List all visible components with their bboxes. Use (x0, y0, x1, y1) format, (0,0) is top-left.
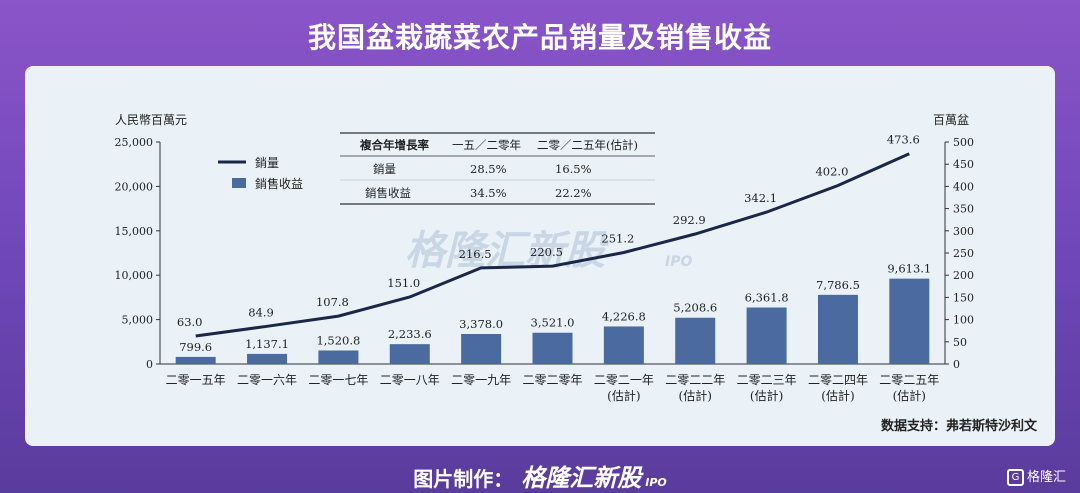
y-right-tick-label: 450 (953, 158, 974, 171)
bar-data-label: 3,378.0 (459, 317, 503, 331)
y-right-tick-label: 100 (953, 314, 974, 327)
cagr-header-period1: 一五／二零年 (452, 138, 521, 152)
cagr-header-period2: 二零／二五年(估計) (537, 138, 638, 152)
page-title: 我国盆栽蔬菜农产品销量及销售收益 (0, 16, 1080, 56)
bar-data-label: 4,226.8 (602, 309, 646, 323)
x-tick-label: 二零一六年 (237, 373, 297, 387)
x-tick-label: 二零二五年 (879, 373, 939, 387)
line-data-label: 84.9 (248, 305, 274, 319)
bar-data-label: 9,613.1 (887, 262, 931, 276)
legend: 銷量 銷售收益 (218, 155, 303, 191)
y-right-tick-label: 250 (953, 247, 974, 260)
y-right-tick-label: 300 (953, 225, 974, 238)
cagr-header-metric: 複合年增長率 (359, 138, 429, 152)
x-tick-label: 二零二一年 (594, 373, 654, 387)
line-data-label: 220.5 (530, 245, 563, 259)
legend-line-label: 銷量 (255, 155, 279, 170)
x-tick-note: (估計) (821, 388, 854, 403)
y-left-tick-label: 15,000 (115, 225, 154, 238)
footer-ipo: IPO (645, 476, 667, 489)
cagr-row-revenue-p2: 22.2% (555, 186, 592, 200)
y-right-tick-label: 400 (953, 180, 974, 193)
bar-sales-revenue (675, 318, 715, 364)
x-tick-note: (估計) (679, 388, 712, 403)
legend-bar-swatch (232, 178, 246, 188)
cagr-row-revenue-p1: 34.5% (470, 186, 507, 200)
y-right-tick-label: 50 (953, 336, 967, 349)
line-data-label: 292.9 (673, 213, 706, 227)
footer: 图片制作： 格隆汇新股 IPO (0, 458, 1080, 493)
x-tick-note: (估計) (750, 388, 783, 403)
cagr-row-volume-label: 銷量 (373, 162, 396, 176)
watermark-ipo: IPO (665, 254, 692, 270)
y-right-tick-label: 200 (953, 269, 974, 282)
x-tick-label: 二零一七年 (308, 373, 368, 387)
bar-sales-revenue (461, 334, 501, 364)
legend-bar-label: 銷售收益 (255, 176, 303, 191)
bar-data-label: 7,786.5 (816, 278, 860, 292)
data-source: 数据支持：弗若斯特沙利文 (881, 415, 1037, 434)
line-data-label: 473.6 (887, 133, 920, 147)
bar-data-label: 5,208.6 (673, 301, 717, 315)
line-data-label: 251.2 (601, 231, 634, 245)
chart-card: 格隆汇新股 IPO 人民幣百萬元 百萬盆 0 5,000 10,000 15,000 2… (25, 66, 1055, 446)
y-left-tick-label: 10,000 (115, 269, 154, 282)
bar-sales-revenue (747, 308, 787, 364)
cagr-table: 複合年增長率 一五／二零年 二零／二五年(估計) 銷量 28.5% 16.5% … (340, 133, 655, 204)
y-left-axis-title: 人民幣百萬元 (115, 113, 187, 127)
combo-chart: 格隆汇新股 IPO 人民幣百萬元 百萬盆 05,00010,00015,0002… (25, 66, 1055, 446)
x-tick-label: 二零二零年 (522, 373, 582, 387)
bar-data-label: 3,521.0 (531, 316, 575, 330)
x-tick-label: 二零二四年 (808, 373, 868, 387)
x-tick-label: 二零二三年 (737, 373, 797, 387)
y-right-tick-label: 0 (953, 358, 960, 371)
x-tick-note: (估計) (893, 388, 926, 403)
corner-logo: G 格隆汇 (1007, 466, 1066, 486)
x-tick-label: 二零二二年 (665, 373, 725, 387)
x-tick-label: 二零一九年 (451, 373, 511, 387)
footer-brand: 格隆汇新股 (521, 464, 641, 492)
cagr-row-volume-p1: 28.5% (470, 162, 507, 176)
bar-sales-revenue (390, 344, 430, 364)
bar-data-label: 799.6 (179, 340, 212, 354)
bar-sales-revenue (818, 295, 858, 364)
bar-sales-revenue (533, 333, 573, 364)
corner-brand: 格隆汇 (1027, 470, 1066, 485)
bar-data-label: 6,361.8 (745, 291, 789, 305)
y-right-tick-label: 150 (953, 291, 974, 304)
bar-sales-revenue (176, 357, 216, 364)
bar-sales-revenue (247, 354, 287, 364)
bar-data-label: 1,137.1 (245, 337, 289, 351)
y-left-tick-label: 25,000 (115, 136, 154, 149)
bar-sales-revenue (318, 350, 358, 364)
cagr-row-volume-p2: 16.5% (555, 162, 592, 176)
cagr-row-revenue-label: 銷售收益 (365, 186, 411, 200)
line-data-label: 216.5 (459, 247, 492, 261)
bar-sales-revenue (604, 326, 644, 364)
bar-data-label: 1,520.8 (316, 333, 360, 347)
y-right-axis-title: 百萬盆 (933, 113, 969, 127)
g-logo-icon: G (1007, 469, 1024, 486)
x-tick-label: 二零一八年 (380, 373, 440, 387)
line-data-label: 402.0 (815, 165, 848, 179)
footer-label: 图片制作： (413, 467, 513, 491)
line-data-label: 342.1 (744, 191, 777, 205)
bar-data-label: 2,233.6 (388, 327, 432, 341)
line-data-label: 63.0 (177, 315, 203, 329)
bar-sales-revenue (889, 279, 929, 364)
x-tick-label: 二零一五年 (166, 373, 226, 387)
y-right-tick-label: 500 (953, 136, 974, 149)
y-left-tick-label: 5,000 (122, 314, 154, 327)
x-tick-note: (估計) (607, 388, 640, 403)
y-left-tick-label: 0 (146, 358, 153, 371)
y-right-tick-label: 350 (953, 203, 974, 216)
line-data-label: 107.8 (316, 295, 349, 309)
y-left-tick-label: 20,000 (115, 180, 154, 193)
line-data-label: 151.0 (387, 276, 420, 290)
